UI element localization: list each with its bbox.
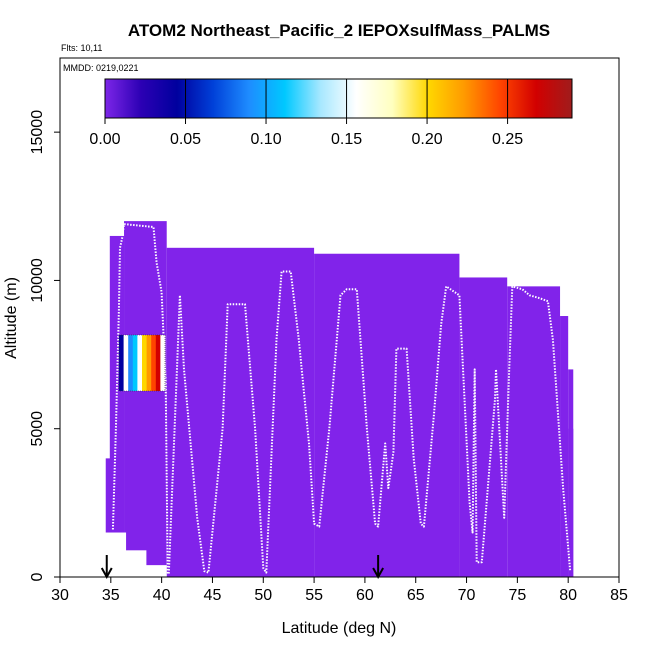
uncovered-cell bbox=[125, 550, 147, 578]
x-axis-label: Latitude (deg N) bbox=[282, 620, 397, 637]
x-tick-label: 40 bbox=[153, 587, 171, 604]
x-tick-label: 30 bbox=[51, 587, 69, 604]
inset-swatch bbox=[132, 335, 138, 391]
colorbar-tick-label: 0.05 bbox=[170, 131, 201, 148]
x-tick-label: 65 bbox=[407, 587, 425, 604]
y-axis-label: Altitude (m) bbox=[3, 277, 20, 359]
coverage-cell bbox=[568, 428, 574, 577]
inset-swatch bbox=[142, 335, 148, 391]
inset-frame bbox=[118, 334, 166, 392]
colorbar-tick-label: 0.20 bbox=[411, 131, 442, 148]
x-tick-label: 50 bbox=[254, 587, 272, 604]
chart-title: ATOM2 Northeast_Pacific_2 IEPOXsulfMass_… bbox=[128, 21, 550, 40]
colorbar-tick-label: 0.25 bbox=[492, 131, 523, 148]
colorbar-tick-label: 0.15 bbox=[331, 131, 362, 148]
colorbar-strip bbox=[104, 78, 573, 119]
arrow-marker-head bbox=[372, 567, 384, 580]
arrow-marker-head bbox=[100, 567, 113, 580]
coverage-cell bbox=[166, 247, 315, 577]
inset-swatch bbox=[123, 335, 129, 391]
y-tick-label: 5000 bbox=[29, 411, 46, 447]
uncovered-cell bbox=[145, 565, 167, 578]
uncovered-cell bbox=[104, 532, 127, 578]
y-tick-label: 10000 bbox=[29, 258, 46, 303]
colorbar-tick-label: 0.10 bbox=[250, 131, 281, 148]
colorbar: 0.00 0.05 0.10 0.15 0.20 0.25 bbox=[89, 78, 573, 148]
inset-swatch bbox=[155, 335, 161, 391]
flights-label: Flts: 10,11 bbox=[61, 43, 102, 53]
coverage-cell bbox=[507, 286, 561, 577]
inset-swatch bbox=[137, 335, 143, 391]
axes: 30 35 40 45 50 55 60 65 70 75 80 85 0 5000 10000 15000 bbox=[29, 57, 628, 604]
inset-swatch bbox=[146, 335, 152, 391]
x-tick-label: 35 bbox=[102, 587, 120, 604]
inset-swatch bbox=[160, 335, 166, 391]
x-tick-label: 75 bbox=[508, 587, 526, 604]
coverage-cell bbox=[314, 253, 460, 578]
y-tick-label: 0 bbox=[29, 572, 46, 581]
colorbar-tick-label: 0.00 bbox=[89, 131, 120, 148]
legend-inset bbox=[118, 334, 166, 392]
plot-area bbox=[104, 221, 574, 578]
x-tick-label: 80 bbox=[559, 587, 577, 604]
dates-label: MMDD: 0219,0221 bbox=[63, 63, 139, 73]
plot-frame bbox=[59, 57, 620, 578]
inset-swatch bbox=[151, 335, 157, 391]
x-tick-label: 60 bbox=[356, 587, 374, 604]
x-tick-label: 70 bbox=[458, 587, 476, 604]
inset-swatch bbox=[119, 335, 125, 391]
y-tick-label: 15000 bbox=[29, 110, 46, 155]
x-tick-label: 85 bbox=[610, 587, 628, 604]
coverage-cell bbox=[560, 316, 569, 577]
x-tick-label: 45 bbox=[204, 587, 222, 604]
inset-swatch bbox=[128, 335, 134, 391]
coverage-cell bbox=[124, 221, 167, 577]
x-tick-label: 55 bbox=[305, 587, 323, 604]
